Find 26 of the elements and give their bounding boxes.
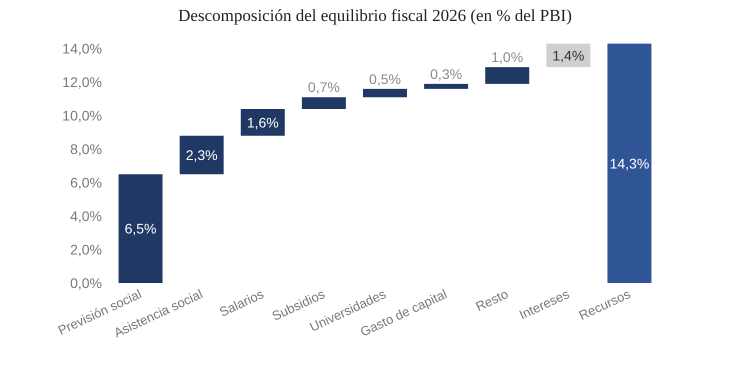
- bar: [424, 84, 468, 89]
- bar: [485, 67, 530, 84]
- chart-title: Descomposición del equilibrio fiscal 2026 (en % del PBI): [178, 6, 572, 25]
- y-tick-label: 6,0%: [70, 174, 102, 191]
- data-label: 1,0%: [491, 49, 524, 66]
- bar: [363, 88, 407, 98]
- data-label: 0,3%: [430, 66, 462, 82]
- y-tick-label: 4,0%: [70, 208, 102, 224]
- data-label: 1,6%: [246, 114, 279, 130]
- y-tick-label: 0,0%: [70, 275, 102, 291]
- data-label: 14,3%: [610, 155, 650, 172]
- data-label: 0,7%: [308, 79, 340, 96]
- y-tick-label: 14,0%: [62, 40, 102, 57]
- bar: [118, 174, 163, 283]
- y-tick-label: 8,0%: [70, 141, 102, 158]
- x-tick-label: Resto: [473, 286, 510, 314]
- y-tick-label: 2,0%: [70, 242, 102, 258]
- data-label: 2,3%: [186, 146, 218, 163]
- bar: [607, 44, 652, 283]
- y-tick-label: 10,0%: [62, 108, 102, 124]
- y-tick-label: 12,0%: [62, 74, 102, 90]
- data-label: 0,5%: [369, 70, 401, 87]
- data-label: 1,4%: [552, 47, 584, 64]
- data-label: 6,5%: [124, 220, 157, 237]
- bar: [302, 97, 346, 109]
- bar: [180, 136, 224, 174]
